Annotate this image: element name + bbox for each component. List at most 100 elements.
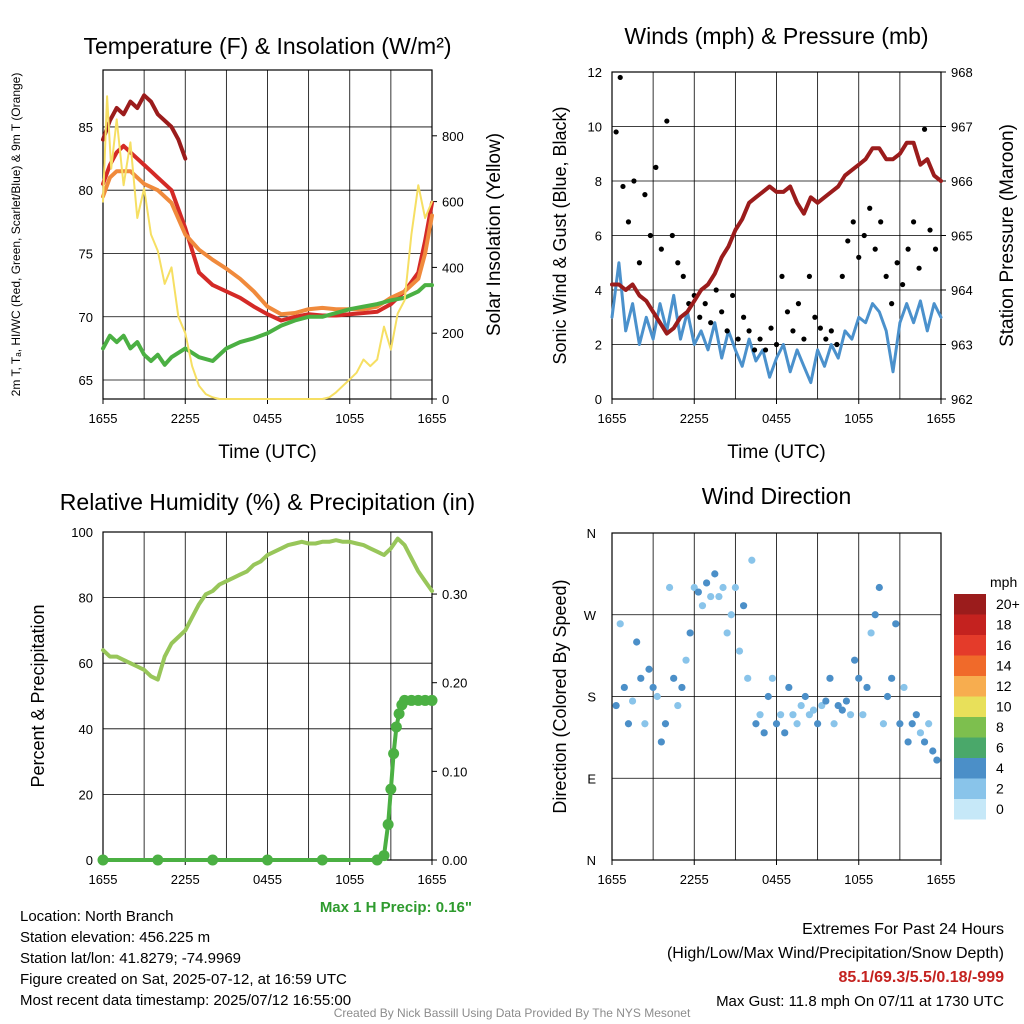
gust-point xyxy=(806,273,813,279)
direction-point xyxy=(649,683,657,692)
extremes-subtitle: (High/Low/Max Wind/Precipitation/Snow De… xyxy=(666,945,1004,962)
x-tick-label: 2255 xyxy=(171,872,200,887)
direction-point xyxy=(908,720,916,728)
direction-point xyxy=(678,683,686,692)
series-line xyxy=(101,536,434,682)
x-tick-label: 1655 xyxy=(418,411,447,426)
precip-point xyxy=(393,708,405,720)
gust-point xyxy=(889,301,895,307)
direction-point xyxy=(789,711,797,719)
direction-point xyxy=(933,756,941,764)
x-tick-label: 1055 xyxy=(844,411,873,426)
direction-point xyxy=(888,674,896,682)
direction-point xyxy=(929,747,937,755)
y-tick-label: N xyxy=(587,853,596,868)
gust-point xyxy=(834,341,840,348)
series-line xyxy=(101,93,188,161)
direction-point xyxy=(645,665,653,673)
direction-point xyxy=(814,720,822,728)
direction-point xyxy=(892,620,900,628)
x-axis-label: Time (UTC) xyxy=(218,442,317,463)
gust-point xyxy=(735,336,741,342)
y-tick-label: 60 xyxy=(79,656,93,671)
gust-point xyxy=(883,273,889,279)
gust-point xyxy=(894,260,900,266)
gust-point xyxy=(856,254,862,260)
direction-point xyxy=(785,683,793,692)
x-tick-label: 2255 xyxy=(680,411,709,426)
gust-point xyxy=(741,314,747,320)
series-line xyxy=(610,140,943,336)
gust-point xyxy=(905,246,911,252)
colorbar-swatch xyxy=(954,614,986,635)
chart-title: Relative Humidity (%) & Precipitation (i… xyxy=(60,489,475,515)
gust-point xyxy=(850,219,856,225)
gust-point xyxy=(867,205,873,211)
direction-point xyxy=(904,738,912,746)
gust-point xyxy=(730,292,736,299)
colorbar-swatch xyxy=(954,635,986,656)
direction-point xyxy=(694,588,702,596)
x-tick-label: 1655 xyxy=(89,411,118,426)
direction-point xyxy=(731,583,739,592)
y-right-axis-label: Solar Insolation (Yellow) xyxy=(484,133,505,336)
direction-point xyxy=(781,729,789,737)
gust-point xyxy=(795,301,802,307)
credit-text: Created By Nick Bassill Using Data Provi… xyxy=(333,1006,691,1020)
gust-point xyxy=(664,118,670,124)
extremes-title: Extremes For Past 24 Hours xyxy=(802,921,1004,938)
series-1 xyxy=(101,536,434,682)
colorbar-swatch xyxy=(954,758,986,779)
x-tick-label: 1055 xyxy=(844,872,873,887)
gust-point xyxy=(680,273,686,279)
gust-point xyxy=(625,219,632,225)
direction-point xyxy=(686,629,694,637)
gust-point xyxy=(636,260,643,266)
direction-point xyxy=(797,701,805,710)
x-tick-label: 1655 xyxy=(927,872,956,887)
colorbar-swatch xyxy=(954,717,986,738)
gust-point xyxy=(617,74,623,81)
y-tick-label: 40 xyxy=(79,722,93,737)
precip-point xyxy=(316,854,328,866)
direction-point xyxy=(711,570,719,578)
gust-point xyxy=(708,320,714,326)
chart-title: Winds (mph) & Pressure (mb) xyxy=(624,23,928,49)
x-tick-label: 1055 xyxy=(335,411,364,426)
direction-point xyxy=(620,683,628,692)
y-right-tick-label: 963 xyxy=(951,338,973,353)
y-right-tick-label: 600 xyxy=(442,195,464,210)
y-right-tick-label: 965 xyxy=(951,229,973,244)
direction-point xyxy=(628,697,637,705)
colorbar-label: 12 xyxy=(996,678,1012,694)
y-right-tick-label: 400 xyxy=(442,260,464,275)
gust-point xyxy=(872,246,878,252)
chart-title: Temperature (F) & Insolation (W/m²) xyxy=(83,33,451,59)
x-axis-label: Time (UTC) xyxy=(727,442,826,463)
direction-point xyxy=(809,706,818,714)
colorbar-title: mph xyxy=(990,574,1017,590)
gust-point xyxy=(697,314,703,320)
colorbar-label: 18 xyxy=(996,617,1012,633)
series-4 xyxy=(101,93,188,161)
gust-point xyxy=(839,273,845,279)
precip-point xyxy=(385,783,397,795)
gust-point xyxy=(719,309,725,315)
y-tick-label: W xyxy=(584,608,597,623)
direction-point xyxy=(661,720,670,728)
direction-point xyxy=(879,720,888,728)
gust-point xyxy=(620,183,626,190)
colorbar-label: 14 xyxy=(996,658,1012,674)
precip-annotation: Max 1 H Precip: 0.16" xyxy=(320,899,472,916)
y-tick-label: 0 xyxy=(86,853,93,868)
colorbar-swatch xyxy=(954,655,986,676)
direction-point xyxy=(764,692,772,701)
gust-point xyxy=(713,287,719,293)
direction-point xyxy=(624,720,633,728)
direction-point xyxy=(925,720,933,728)
direction-point xyxy=(707,592,715,601)
direction-point xyxy=(633,638,641,646)
gust-point xyxy=(746,328,752,334)
direction-point xyxy=(846,711,855,719)
y-tick-label: 8 xyxy=(595,174,602,189)
